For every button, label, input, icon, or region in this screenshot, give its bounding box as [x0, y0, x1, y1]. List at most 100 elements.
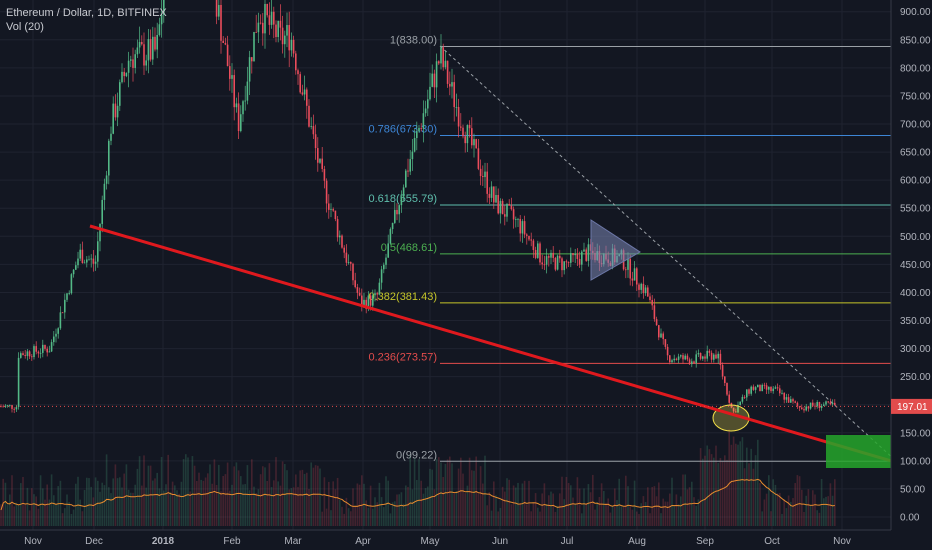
volume-bar [321, 511, 323, 526]
support-trendline[interactable] [89, 224, 896, 464]
candle-body [695, 354, 697, 364]
candle-body [352, 263, 354, 281]
candle-body [121, 71, 123, 83]
volume-bar [145, 487, 147, 526]
candle-body [94, 261, 97, 264]
volume-bar [143, 455, 145, 526]
symmetrical-triangle-pattern[interactable] [590, 219, 641, 281]
candle-body [504, 214, 506, 217]
volume-bar [202, 480, 205, 526]
volume-bar [222, 475, 224, 526]
candle-body [435, 61, 438, 88]
candle-body [719, 353, 722, 366]
candle-body [413, 138, 416, 152]
candle-body [444, 60, 447, 68]
volume-bar [706, 445, 708, 526]
candle-body [644, 287, 647, 294]
volume-bar [519, 503, 521, 526]
candle-body [288, 25, 290, 51]
candle-body [343, 247, 345, 253]
volume-bar [506, 478, 508, 526]
volume-bar [614, 488, 616, 526]
candle-body [53, 336, 55, 343]
volume-bar [765, 493, 768, 526]
volume-bar [625, 475, 627, 526]
candle-body [64, 299, 66, 313]
candle-body [61, 312, 64, 314]
candle-body [554, 257, 557, 270]
volume-bar [17, 504, 20, 526]
candle-body [528, 235, 530, 240]
candle-body [290, 39, 293, 51]
candle-body [405, 170, 407, 188]
price-tick-label: 400.00 [900, 288, 931, 299]
candle-body [501, 200, 504, 215]
candle-body [669, 355, 671, 363]
volume-bar [90, 486, 92, 526]
volume-bar [578, 488, 581, 526]
candle-body [270, 11, 273, 25]
candle-body [50, 342, 53, 352]
volume-bar [640, 503, 642, 526]
time-tick-label: 2018 [152, 536, 175, 547]
candle-body [772, 388, 774, 392]
time-tick-label: Oct [764, 536, 780, 547]
time-axis[interactable]: Nov Dec 2018 Feb Mar Apr May Jun Jul Aug Sep Oct Nov [0, 529, 932, 550]
candle-body [321, 158, 323, 170]
volume-bar [708, 449, 711, 526]
candle-body [655, 319, 658, 326]
volume-ma-line [0, 478, 835, 511]
volume-bar [583, 488, 585, 526]
volume-bar [831, 495, 834, 526]
candle-body [31, 356, 33, 358]
time-tick-label: Feb [223, 536, 241, 547]
candle-body [825, 401, 827, 405]
candle-body [552, 252, 554, 258]
volume-bar [754, 455, 757, 526]
candle-body [640, 283, 642, 290]
volume-bar [431, 469, 433, 526]
candle-body [286, 25, 288, 36]
price-tick-label: 500.00 [900, 232, 931, 243]
volume-bar [812, 490, 814, 526]
candle-body [427, 99, 429, 109]
candle-body [83, 262, 86, 264]
volume-bar [728, 429, 730, 526]
candle-body [22, 353, 24, 356]
candle-body [103, 183, 106, 200]
price-axis[interactable]: 900.00 850.00 800.00 750.00 700.00 650.00 600.… [890, 0, 932, 550]
candle-body [15, 407, 18, 410]
volume-bar [264, 467, 266, 526]
volume-bar [759, 482, 761, 526]
volume-bar [209, 464, 211, 526]
candle-body [273, 11, 275, 25]
candle-body [28, 351, 31, 357]
volume-bar [383, 507, 385, 526]
volume-bar [677, 504, 680, 526]
volume-bar [343, 513, 345, 526]
candle-body [831, 402, 834, 405]
candle-body [438, 61, 440, 64]
candle-body [127, 60, 130, 73]
last-price-label: 197.01 [897, 402, 928, 413]
candle-body [77, 258, 79, 266]
volume-bar [61, 513, 64, 526]
volume-bar [752, 468, 755, 526]
candle-body [636, 268, 638, 285]
candle-body [708, 350, 711, 353]
fibonacci-retracement[interactable]: 1(838.00) 0.786(673.30) 0.618(555.79) 0.5(4… [369, 35, 892, 462]
candle-body [642, 283, 645, 294]
candle-body [556, 255, 559, 270]
candle-body [532, 240, 535, 250]
candle-body [765, 385, 768, 390]
candle-body [433, 73, 436, 88]
candle-body [699, 353, 702, 359]
candle-body [402, 187, 405, 197]
candle-body [455, 107, 458, 108]
target-zone-box[interactable] [826, 435, 891, 468]
candle-body [512, 209, 515, 220]
volume-bar [266, 480, 268, 526]
candle-body [246, 81, 249, 101]
volume-bar [119, 477, 121, 526]
